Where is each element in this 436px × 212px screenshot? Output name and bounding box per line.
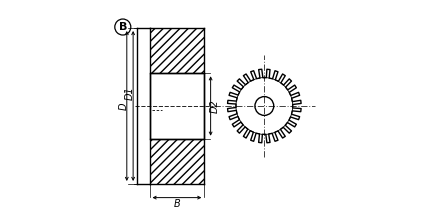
Text: B: B xyxy=(119,22,127,32)
Bar xyxy=(150,73,204,139)
Bar xyxy=(150,28,204,73)
Text: B: B xyxy=(174,198,181,209)
Text: D: D xyxy=(119,102,129,110)
Polygon shape xyxy=(137,28,204,184)
Text: D1: D1 xyxy=(125,86,135,100)
Text: D2: D2 xyxy=(209,99,219,113)
Bar xyxy=(150,139,204,184)
